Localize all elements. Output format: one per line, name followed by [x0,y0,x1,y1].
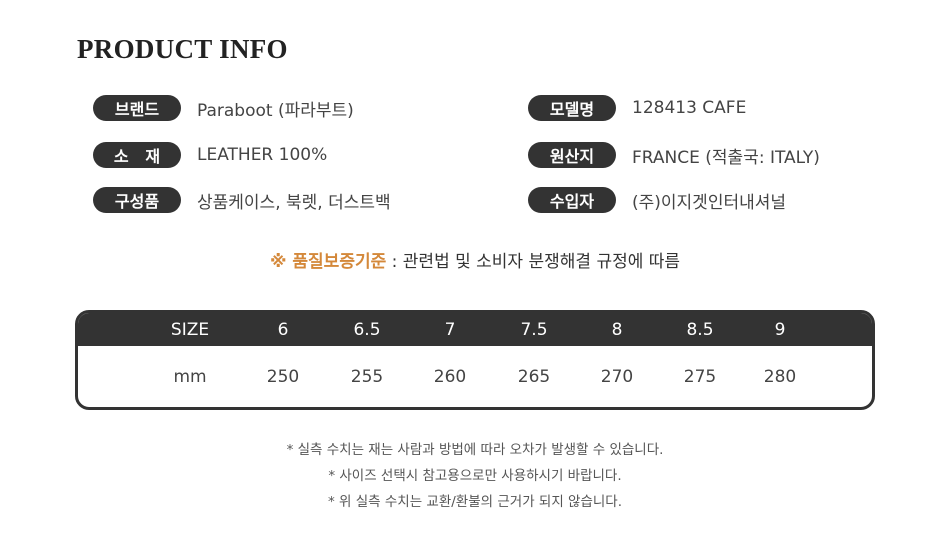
notice-text: : 관련법 및 소비자 분쟁해결 규정에 따름 [386,252,681,272]
size-header-cell: 8.5 [686,320,714,340]
note: * 위 실측 수치는 교환/환불의 근거가 되지 않습니다. [327,494,623,510]
label-pill: 소 재 [93,142,181,168]
label-pill: 브랜드 [93,95,181,121]
size-table-row: mm 250 255 260 265 270 275 280 [78,346,872,407]
size-mm-cell: 255 [350,367,384,387]
info-value: (주)이지겟인터내셔널 [632,192,787,213]
size-header-cell: 9 [774,320,786,340]
page-title: PRODUCT INFO [77,34,288,64]
notice-highlight: ※ 품질보증기준 [269,252,387,272]
label-pill: 원산지 [528,142,616,168]
size-table-header: SIZE 6 6.5 7 7.5 8 8.5 9 [78,313,872,346]
size-header-cell: 7.5 [520,320,548,340]
info-value: LEATHER 100% [197,145,328,165]
size-header-cell: 8 [611,320,623,340]
size-mm-cell: 280 [763,367,797,387]
size-mm-cell: 260 [433,367,467,387]
info-origin: 원산지 FRANCE (적출국: ITALY) [528,142,820,168]
info-value: Paraboot (파라부트) [197,100,354,121]
notes: * 실측 수치는 재는 사람과 방법에 따라 오차가 발생할 수 있습니다. *… [0,437,950,515]
size-header-cell: SIZE [170,320,210,340]
label-pill: 수입자 [528,187,616,213]
note: * 사이즈 선택시 참고용으로만 사용하시기 바랍니다. [328,468,622,484]
info-value: FRANCE (적출국: ITALY) [632,147,820,168]
size-mm-cell: 265 [517,367,551,387]
info-model: 모델명 128413 CAFE [528,95,746,121]
size-header-cell: 6 [277,320,289,340]
size-mm-cell: 250 [266,367,300,387]
info-brand: 브랜드 Paraboot (파라부트) [93,95,354,121]
label-pill: 구성품 [93,187,181,213]
size-mm-cell: 270 [600,367,634,387]
quality-notice: ※ 품질보증기준 : 관련법 및 소비자 분쟁해결 규정에 따름 [0,247,950,272]
size-header-cell: 6.5 [353,320,381,340]
size-header-cell: 7 [444,320,456,340]
info-value: 128413 CAFE [632,98,747,118]
info-value: 상품케이스, 북렛, 더스트백 [197,192,391,213]
info-components: 구성품 상품케이스, 북렛, 더스트백 [93,187,391,213]
info-importer: 수입자 (주)이지겟인터내셔널 [528,187,786,213]
size-mm-cell: mm [173,367,207,387]
size-table: SIZE 6 6.5 7 7.5 8 8.5 9 mm 250 255 260 265 270 275 28… [75,310,875,410]
label-pill: 모델명 [528,95,616,121]
size-mm-cell: 275 [683,367,717,387]
note: * 실측 수치는 재는 사람과 방법에 따라 오차가 발생할 수 있습니다. [286,442,664,458]
info-material: 소 재 LEATHER 100% [93,142,327,168]
